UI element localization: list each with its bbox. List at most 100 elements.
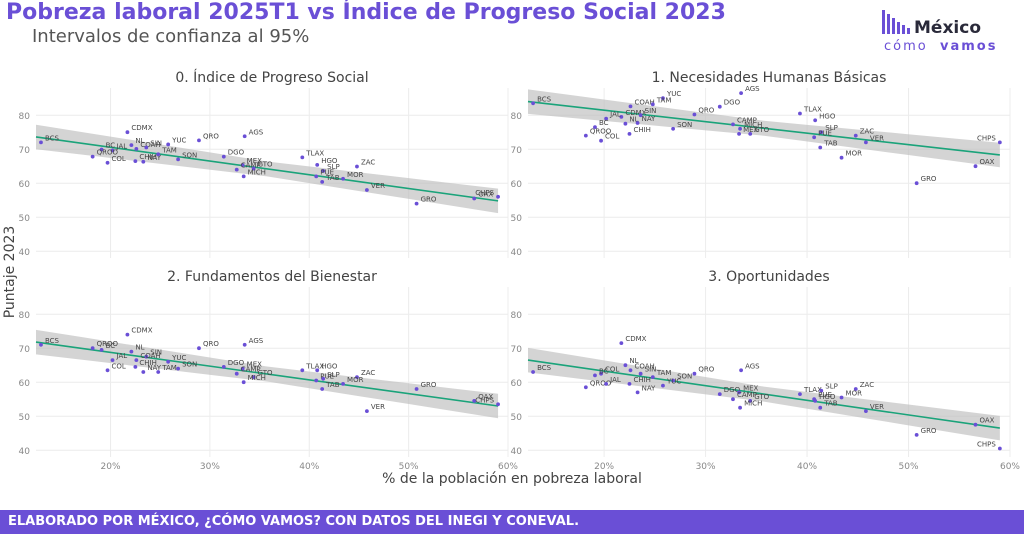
y-tick-label: 40: [511, 248, 523, 258]
point-label: MICH: [248, 168, 266, 176]
point-label: SLP: [825, 124, 838, 132]
data-point: [99, 348, 104, 352]
point-label: DGO: [228, 149, 245, 157]
point-label: HGO: [321, 362, 338, 370]
y-tick-label: 70: [19, 146, 31, 156]
x-tick-label: 30%: [200, 462, 220, 472]
data-point: [638, 113, 643, 118]
mexico-como-vamos-logo: México cómo vamos: [882, 10, 995, 54]
panel-0: 0. Índice de Progreso Social 40 50 60 70 80 BC…: [19, 69, 509, 258]
point-label: QROO: [590, 379, 612, 387]
data-point: [221, 154, 226, 159]
data-point: [813, 118, 818, 123]
data-point: [798, 111, 802, 116]
panel-2: 2. Fundamentos del Bienestar 40 50 60 70 80 BC…: [19, 269, 519, 472]
point-label: SON: [677, 373, 692, 381]
point-label: BC: [106, 342, 116, 350]
data-point: [314, 174, 319, 179]
data-point: [251, 375, 256, 379]
point-label: COAH: [140, 141, 160, 149]
point-label: YUC: [171, 136, 186, 144]
data-point: [627, 132, 632, 136]
data-point: [176, 366, 180, 371]
point-label: TLAX: [803, 386, 822, 394]
data-point: [593, 373, 597, 378]
point-label: MOR: [347, 376, 364, 384]
data-point: [144, 145, 149, 150]
data-point: [129, 349, 134, 354]
point-label: BCS: [537, 364, 552, 372]
point-label: CDMX: [625, 109, 646, 117]
data-point: [166, 359, 171, 364]
y-tick-label: 80: [511, 112, 523, 122]
data-point: [414, 387, 419, 391]
x-tick-label: 60%: [498, 462, 518, 472]
point-label: AGS: [745, 85, 760, 93]
data-point: [864, 140, 868, 145]
point-label: JAL: [116, 352, 128, 360]
point-label: PUE: [320, 373, 334, 381]
data-point: [141, 159, 146, 164]
data-point: [496, 402, 500, 407]
point-label: NL: [135, 137, 144, 145]
data-point: [738, 405, 742, 410]
point-label: QROO: [590, 128, 612, 136]
point-label: VER: [371, 403, 385, 411]
point-label: TAM: [161, 146, 177, 154]
data-point: [364, 188, 369, 192]
point-label: JAL: [609, 111, 621, 119]
point-label: SIN: [150, 140, 162, 148]
data-point: [583, 385, 588, 390]
point-label: QRO: [203, 132, 219, 140]
x-tick-label: 60%: [1000, 462, 1020, 472]
x-tick-label: 50%: [899, 462, 919, 472]
point-label: CHIH: [139, 359, 156, 367]
data-point: [818, 145, 823, 150]
y-tick-label: 80: [19, 311, 31, 321]
logo-word-mexico: México: [914, 18, 981, 38]
point-label: VER: [371, 182, 385, 190]
data-point: [623, 363, 628, 368]
data-point: [234, 371, 239, 376]
data-point: [242, 342, 247, 347]
data-point: [914, 433, 919, 437]
point-label: ZAC: [361, 159, 375, 167]
point-label: MICH: [744, 121, 762, 129]
data-point: [134, 146, 139, 151]
point-label: BC: [599, 119, 609, 127]
point-label: MOR: [846, 150, 863, 158]
point-label: MICH: [248, 374, 266, 382]
data-point: [731, 122, 735, 127]
data-point: [583, 133, 588, 138]
data-point: [321, 169, 326, 173]
y-axis-label: Puntaje 2023: [2, 226, 18, 319]
data-point: [819, 130, 824, 135]
point-label: HGO: [819, 393, 836, 401]
point-label: COL: [605, 133, 619, 141]
data-point: [197, 346, 201, 351]
data-point: [197, 138, 201, 143]
data-point: [125, 332, 130, 337]
x-tick-label: 40%: [797, 462, 817, 472]
point-label: NAY: [147, 154, 161, 162]
point-label: VER: [870, 134, 884, 142]
y-tick-label: 60: [19, 180, 31, 190]
data-point: [627, 382, 632, 386]
point-label: TAB: [325, 381, 340, 389]
y-tick-label: 40: [511, 447, 523, 457]
point-label: GRO: [921, 175, 937, 183]
point-label: CHPS: [475, 189, 494, 197]
data-point: [604, 116, 609, 121]
point-label: MOR: [347, 171, 364, 179]
point-label: OAX: [478, 393, 493, 401]
point-label: BCS: [537, 95, 552, 103]
point-label: YUC: [666, 90, 681, 98]
point-label: COL: [112, 362, 126, 370]
point-label: ZAC: [361, 369, 375, 377]
data-point: [628, 104, 633, 109]
point-label: NL: [629, 357, 638, 365]
data-point: [593, 125, 597, 129]
y-tick-label: 70: [511, 146, 523, 156]
data-point: [650, 102, 655, 107]
data-point: [853, 387, 858, 391]
